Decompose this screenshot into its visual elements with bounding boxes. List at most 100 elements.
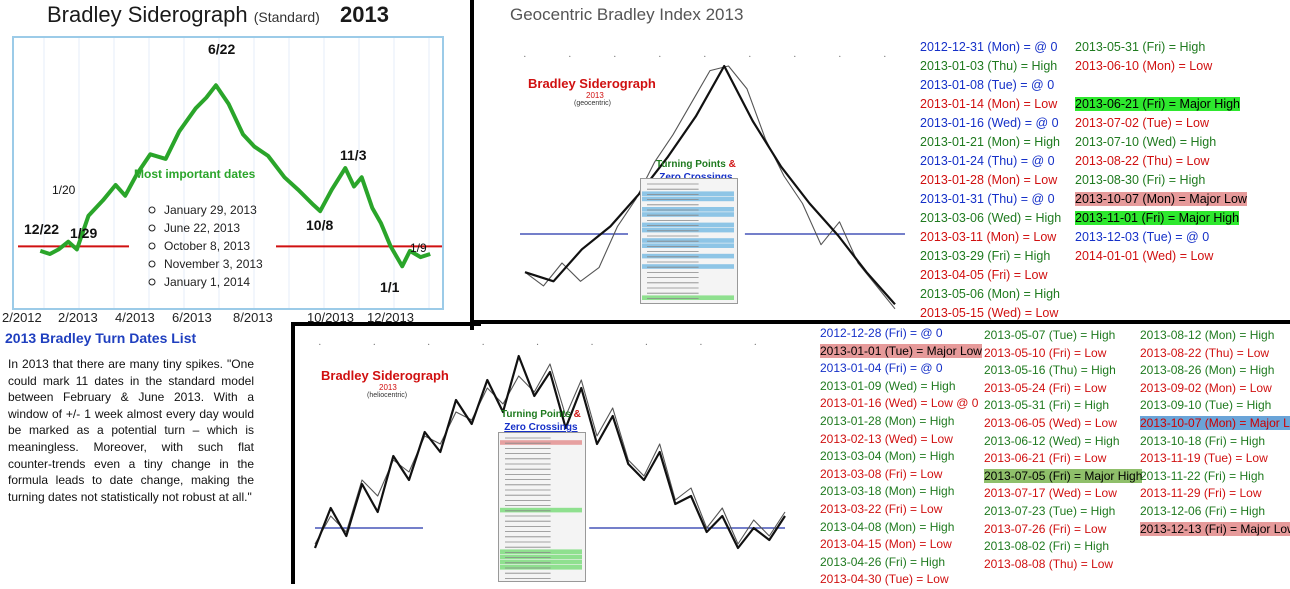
turn-date-text: 2013-07-02 (Tue) = Low xyxy=(1075,116,1209,130)
legend-row-highlight xyxy=(642,238,734,243)
turn-date-item: 2013-07-23 (Tue) = High xyxy=(984,503,1142,521)
legend-row-highlight xyxy=(642,191,734,196)
turn-date-item: 2013-01-04 (Fri) = @ 0 xyxy=(820,360,982,378)
turn-date-item: 2013-01-01 (Tue) = Major Low xyxy=(820,343,982,361)
chart2-inset-title: Bradley Siderograph xyxy=(528,76,656,91)
turn-date-text: 2013-05-06 (Mon) = High xyxy=(920,287,1061,301)
turn-date-text: 2013-07-05 (Fri) = Major High xyxy=(984,468,1143,483)
turn-date-text: 2013-08-26 (Mon) = High xyxy=(1140,363,1275,378)
legend-row-highlight xyxy=(642,196,734,202)
turn-date-text: 2013-01-09 (Wed) = High xyxy=(820,378,956,393)
turn-date-item: 2013-02-13 (Wed) = Low xyxy=(820,431,982,449)
mini-x-tick: • xyxy=(524,54,526,59)
chart2-inset-year: 2013 xyxy=(586,91,604,100)
turn-date-item: 2013-05-31 (Fri) = High xyxy=(984,397,1142,415)
important-date-item: June 22, 2013 xyxy=(164,221,240,235)
legend-row-highlight xyxy=(500,507,582,513)
turn-date-text: 2013-08-22 (Thu) = Low xyxy=(1140,345,1270,360)
turn-date-text: 2013-04-15 (Mon) = Low xyxy=(820,537,952,552)
legend-row-highlight xyxy=(642,207,734,212)
turn-date-text: 2013-09-10 (Tue) = High xyxy=(1140,398,1272,413)
series-line xyxy=(39,83,431,269)
turn-date-text: 2013-04-30 (Tue) = Low xyxy=(820,572,949,587)
turn-date-text: 2013-01-08 (Tue) = @ 0 xyxy=(920,78,1055,92)
turn-date-item: 2013-01-16 (Wed) = @ 0 xyxy=(920,114,1061,133)
turn-date-text: 2013-11-01 (Fri) = Major High xyxy=(1075,211,1240,225)
chart1-title: Bradley Siderograph (Standard) 2013 xyxy=(47,2,389,28)
turn-date-item: 2013-05-31 (Fri) = High xyxy=(1075,38,1247,57)
mini-x-tick: • xyxy=(614,54,616,59)
x-tick-label: 6/2013 xyxy=(172,310,212,325)
turn-date-item: 2013-12-03 (Tue) = @ 0 xyxy=(1075,228,1247,247)
turn-date-item: 2013-06-10 (Mon) = Low xyxy=(1075,57,1247,76)
important-dates-heading: Most important dates xyxy=(134,167,256,181)
turn-date-item: 2014-01-01 (Wed) = Low xyxy=(1075,247,1247,266)
turn-date-item: 2013-11-01 (Fri) = Major High xyxy=(1075,209,1247,228)
divider-vertical xyxy=(470,0,474,330)
turn-date-text: 2013-01-24 (Thu) = @ 0 xyxy=(920,154,1055,168)
annotation-label: 1/20 xyxy=(52,183,76,197)
turn-date-item: 2013-05-07 (Tue) = High xyxy=(984,327,1142,345)
legend-row-highlight xyxy=(642,222,734,228)
turn-date-text: 2013-07-23 (Tue) = High xyxy=(984,503,1116,518)
turn-dates-title: 2013 Bradley Turn Dates List xyxy=(5,330,197,346)
turn-date-item: 2013-07-26 (Fri) = Low xyxy=(984,521,1142,539)
mini-x-tick: • xyxy=(749,54,751,59)
turn-date-text: 2013-01-31 (Thu) = @ 0 xyxy=(920,192,1055,206)
turn-date-text: 2012-12-31 (Mon) = @ 0 xyxy=(920,40,1058,54)
chart3-legend: Turning Points & Zero Crossings xyxy=(501,409,581,433)
turn-date-text: 2013-05-07 (Tue) = High xyxy=(984,328,1116,342)
turn-date-item: 2013-11-22 (Fri) = High xyxy=(1140,468,1290,486)
turn-date-text: 2013-01-28 (Mon) = High xyxy=(820,413,955,428)
turn-date-text: 2014-01-01 (Wed) = Low xyxy=(1075,249,1214,263)
turn-date-item: 2013-01-24 (Thu) = @ 0 xyxy=(920,152,1061,171)
legend-row-highlight xyxy=(500,559,582,565)
chart1-title-main: Bradley Siderograph xyxy=(47,2,248,27)
turn-date-text: 2013-05-10 (Fri) = Low xyxy=(984,345,1107,360)
chart2-inset-label: Bradley Siderograph 2013 (geocentric) xyxy=(528,76,656,107)
turn-date-item: 2013-04-30 (Tue) = Low xyxy=(820,571,982,589)
turn-date-item: 2013-12-06 (Fri) = High xyxy=(1140,503,1290,521)
turn-date-text: 2013-03-04 (Mon) = High xyxy=(820,449,955,464)
turn-date-text: 2013-03-06 (Wed) = High xyxy=(920,211,1062,225)
legend-row-highlight xyxy=(500,554,582,560)
legend-row-highlight xyxy=(642,212,734,217)
turn-date-text: 2013-07-17 (Wed) = Low xyxy=(984,486,1117,501)
turn-date-text: 2013-11-19 (Tue) = Low xyxy=(1140,451,1268,466)
turn-date-item: 2012-12-31 (Mon) = @ 0 xyxy=(920,38,1061,57)
turn-date-text: 2013-06-05 (Wed) = Low xyxy=(984,415,1117,430)
turn-date-item: 2013-05-06 (Mon) = High xyxy=(920,285,1061,304)
turn-date-item: 2013-10-18 (Fri) = High xyxy=(1140,433,1290,451)
turn-date-text: 2013-04-08 (Mon) = High xyxy=(820,519,955,534)
series-line xyxy=(313,354,786,550)
chart3-legend-rows xyxy=(500,437,582,579)
annotation-label: 1/29 xyxy=(70,225,97,241)
x-tick-label: 10/2013 xyxy=(307,310,354,325)
turn-date-text: 2013-08-12 (Mon) = High xyxy=(1140,328,1275,342)
bullet-icon xyxy=(148,278,156,286)
chart1-title-sub: (Standard) xyxy=(253,9,320,25)
annotation-label: 6/22 xyxy=(208,41,235,57)
turn-date-item: 2013-08-26 (Mon) = High xyxy=(1140,362,1290,380)
turn-date-item: 2013-01-09 (Wed) = High xyxy=(820,378,982,396)
turn-date-text: 2013-01-28 (Mon) = Low xyxy=(920,173,1058,187)
chart2-svg: • • • • • • • • • xyxy=(520,54,905,310)
turn-date-item: 2013-07-17 (Wed) = Low xyxy=(984,485,1142,503)
turn-date-text: 2013-01-01 (Tue) = Major Low xyxy=(820,343,982,358)
turn-date-text: 2013-03-11 (Mon) = Low xyxy=(920,230,1057,244)
mini-x-tick: • xyxy=(646,342,648,347)
turn-date-text: 2013-08-08 (Thu) = Low xyxy=(984,556,1114,571)
annotation-label: 1/9 xyxy=(410,241,427,255)
divider-horizontal xyxy=(470,320,1290,324)
helio-list-col3: 2013-08-12 (Mon) = High 2013-08-22 (Thu) … xyxy=(1140,327,1290,538)
turn-date-item: 2013-04-15 (Mon) = Low xyxy=(820,536,982,554)
helio-list-col1: 2012-12-28 (Fri) = @ 0 2013-01-01 (Tue) =… xyxy=(820,325,982,589)
mini-x-tick: • xyxy=(373,342,375,347)
turn-date-text: 2013-03-08 (Fri) = Low xyxy=(820,466,943,481)
mini-x-tick: • xyxy=(659,54,661,59)
divider-vertical-lower xyxy=(291,322,295,584)
mini-x-tick: • xyxy=(569,54,571,59)
turn-date-item: 2013-04-26 (Fri) = High xyxy=(820,554,982,572)
x-tick-label: 8/2013 xyxy=(233,310,273,325)
turn-date-text: 2013-05-31 (Fri) = High xyxy=(984,398,1110,413)
